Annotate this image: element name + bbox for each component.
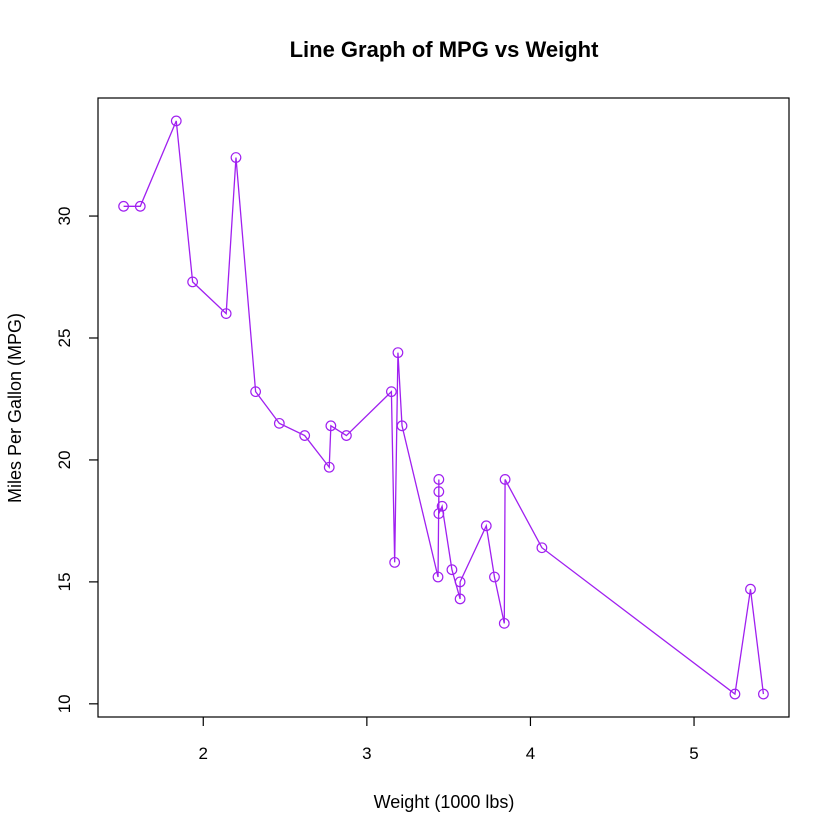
data-point	[134, 200, 146, 212]
y-tick-label: 10	[55, 694, 74, 713]
x-axis-label: Weight (1000 lbs)	[374, 792, 515, 812]
x-axis: 2 3 4 5	[199, 717, 699, 763]
y-axis: 10 15 20 25 30	[55, 207, 98, 713]
data-point	[729, 688, 741, 700]
data-point	[396, 420, 408, 432]
data-point	[498, 617, 510, 629]
data-point	[273, 417, 285, 429]
x-tick-label: 2	[199, 744, 208, 763]
data-point	[118, 200, 129, 212]
data-point	[433, 474, 445, 485]
data-point	[392, 347, 404, 359]
data-point	[446, 564, 458, 576]
data-point	[745, 583, 756, 595]
series-layer	[118, 115, 769, 700]
data-point	[323, 461, 335, 473]
data-point	[454, 576, 466, 588]
series-line-mpg	[123, 120, 765, 696]
data-point	[454, 593, 466, 605]
data-point	[385, 386, 397, 398]
data-point	[489, 571, 500, 583]
chart-title: Line Graph of MPG vs Weight	[290, 37, 600, 62]
data-point	[341, 430, 352, 441]
y-tick-label: 30	[55, 207, 74, 226]
data-point	[436, 500, 448, 512]
data-point	[432, 571, 444, 583]
x-tick-label: 5	[689, 744, 698, 763]
y-tick-label: 25	[55, 329, 74, 348]
data-point	[536, 542, 548, 554]
y-axis-label: Miles Per Gallon (MPG)	[5, 313, 25, 503]
data-point	[433, 486, 445, 498]
data-point	[299, 430, 311, 441]
data-point	[480, 520, 492, 532]
y-tick-label: 20	[55, 450, 74, 469]
x-tick-label: 4	[526, 744, 535, 763]
y-tick-label: 15	[55, 572, 74, 591]
plot-frame	[97, 97, 790, 718]
data-point	[325, 420, 337, 432]
data-point	[187, 276, 199, 288]
data-point	[389, 556, 401, 568]
data-point	[250, 386, 262, 398]
data-point	[499, 474, 511, 485]
data-point	[758, 688, 769, 700]
data-point	[433, 508, 445, 519]
x-tick-label: 3	[362, 744, 371, 763]
data-point	[220, 308, 232, 320]
data-point	[230, 152, 242, 163]
data-point	[170, 115, 182, 127]
